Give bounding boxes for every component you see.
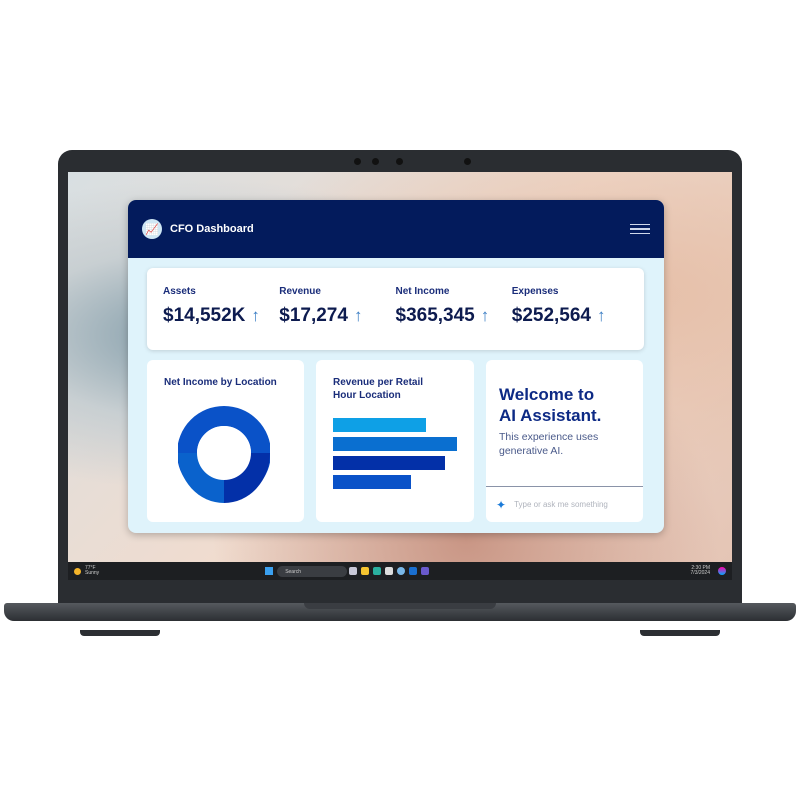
kpi-card: Assets $14,552K ↑ Revenue $17,274 ↑ Net Inco… <box>147 268 644 350</box>
start-button[interactable] <box>265 567 274 575</box>
kpi-value: $365,345 <box>395 305 475 326</box>
weather-icon[interactable] <box>74 567 81 575</box>
sensor <box>464 158 471 165</box>
task-view-icon[interactable] <box>349 567 358 575</box>
assistant-input[interactable]: ✦ Type or ask me something <box>486 486 643 522</box>
webcam <box>396 158 403 165</box>
hamburger-menu-button[interactable] <box>630 221 650 238</box>
file-explorer-icon[interactable] <box>361 567 370 575</box>
arrow-up-icon: ↑ <box>251 306 260 325</box>
teams-icon[interactable] <box>421 567 430 575</box>
dashboard-window: 📈 CFO Dashboard Assets $14,552K ↑ Revenue $… <box>128 200 664 533</box>
card-title: Revenue per Retail Hour Location <box>333 377 424 401</box>
kpi-label: Revenue <box>279 286 321 297</box>
kpi-label: Assets <box>163 286 196 297</box>
assistant-title: Welcome to AI Assistant. <box>499 385 602 425</box>
kpi-assets: Assets $14,552K ↑ <box>163 286 279 332</box>
kpi-expenses: Expenses $252,564 ↑ <box>512 286 628 332</box>
app-icon[interactable] <box>397 567 406 575</box>
clock[interactable]: 2:30 PM 7/3/2024 <box>690 565 710 576</box>
store-icon[interactable] <box>385 567 394 575</box>
desktop-screen: 📈 CFO Dashboard Assets $14,552K ↑ Revenue $… <box>68 172 732 580</box>
sparkle-icon: ✦ <box>496 497 507 512</box>
outlook-icon[interactable] <box>409 567 418 575</box>
search-box[interactable]: Search <box>277 565 348 577</box>
sensor <box>372 158 379 165</box>
card-title: Net Income by Location <box>164 377 277 388</box>
ai-assistant-card: Welcome to AI Assistant. This experience … <box>486 360 643 522</box>
kpi-net-income: Net Income $365,345 ↑ <box>396 286 512 332</box>
laptop-base <box>4 603 796 621</box>
taskbar: 77°F Sunny Search 2:30 PM 7/3/2024 <box>68 562 732 580</box>
bar <box>333 456 445 470</box>
bar <box>333 437 457 451</box>
edge-icon[interactable] <box>373 567 382 575</box>
chart-icon: 📈 <box>142 219 162 239</box>
arrow-up-icon: ↑ <box>480 306 490 325</box>
revenue-card[interactable]: Revenue per Retail Hour Location <box>316 360 474 522</box>
app-title: CFO Dashboard <box>170 223 254 235</box>
arrow-up-icon: ↑ <box>353 306 363 325</box>
kpi-revenue: Revenue $17,274 ↑ <box>279 286 395 332</box>
bar <box>333 475 412 489</box>
kpi-value: $252,564 <box>511 305 591 326</box>
arrow-up-icon: ↑ <box>597 306 606 325</box>
bar <box>333 418 426 432</box>
net-income-card[interactable]: Net Income by Location <box>147 360 304 522</box>
copilot-icon[interactable] <box>718 567 726 575</box>
kpi-label: Expenses <box>511 286 559 297</box>
laptop-foot <box>640 630 720 636</box>
laptop-foot <box>80 630 160 636</box>
weather-widget[interactable]: 77°F Sunny <box>85 565 100 576</box>
kpi-label: Net Income <box>395 286 450 297</box>
sensor <box>354 158 361 165</box>
donut-chart <box>178 406 270 503</box>
assistant-subtitle: This experience uses generative AI. <box>499 431 599 457</box>
kpi-value: $14,552K <box>163 305 246 326</box>
kpi-value: $17,274 <box>279 305 348 326</box>
app-header: 📈 CFO Dashboard <box>128 200 664 258</box>
input-placeholder: Type or ask me something <box>514 500 608 509</box>
